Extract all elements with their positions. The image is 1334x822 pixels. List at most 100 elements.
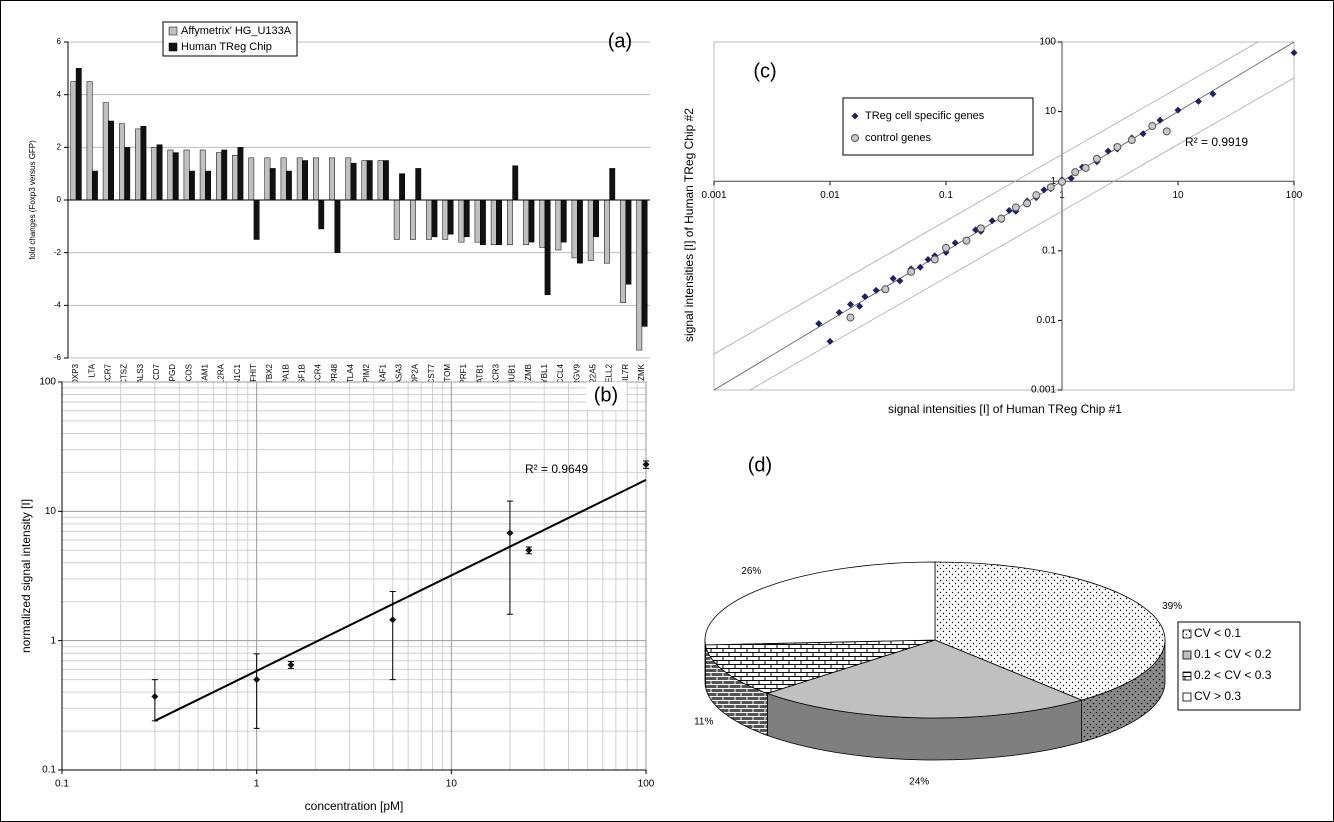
legend-label: TReg cell specific genes xyxy=(865,110,985,122)
bar xyxy=(318,199,325,230)
bar xyxy=(609,168,616,201)
panel-label: (d) xyxy=(748,454,772,476)
bar xyxy=(183,149,190,201)
point xyxy=(1194,97,1202,105)
bar xyxy=(506,199,513,246)
point xyxy=(815,320,823,328)
x-tick-label: IL2RA xyxy=(217,363,226,386)
bar xyxy=(431,199,438,238)
x-tick-label: 1 xyxy=(254,779,260,790)
bar xyxy=(544,199,551,296)
point xyxy=(1046,183,1055,192)
point xyxy=(389,616,397,624)
bar xyxy=(312,157,319,201)
x-tick-label: CTLA4 xyxy=(346,363,355,388)
x-tick-label: ICOS xyxy=(184,364,193,384)
bar xyxy=(70,81,77,201)
bar xyxy=(167,149,174,201)
x-tick-label: 100 xyxy=(1286,190,1303,201)
legend-label: 0.1 < CV < 0.2 xyxy=(1194,647,1272,661)
bar xyxy=(393,199,400,240)
point xyxy=(506,529,514,537)
point xyxy=(1290,49,1298,57)
x-tick-label: PIM2 xyxy=(362,363,371,382)
legend-label: control genes xyxy=(865,132,932,144)
bar xyxy=(269,168,276,201)
point xyxy=(942,243,950,252)
bar xyxy=(474,199,481,243)
x-tick-label: 0.001 xyxy=(701,190,726,201)
y-tick-label: 0.001 xyxy=(1031,385,1056,396)
legend-label: CV > 0.3 xyxy=(1194,689,1241,703)
bar xyxy=(215,152,222,201)
legend-box xyxy=(1177,621,1301,711)
legend-swatch xyxy=(168,42,178,52)
x-tick-label: TBX2 xyxy=(265,363,274,384)
bar xyxy=(264,157,271,201)
x-tick-label: CTSZ xyxy=(120,364,129,385)
point xyxy=(826,337,834,345)
point xyxy=(846,313,855,322)
bar xyxy=(426,199,433,240)
point xyxy=(930,255,939,264)
bar xyxy=(458,199,465,243)
bar xyxy=(280,157,287,201)
diagonal-upper xyxy=(713,41,1259,355)
y-tick-label: 6 xyxy=(57,37,62,46)
point xyxy=(976,224,985,233)
data-label: 24% xyxy=(909,776,929,787)
error-bar xyxy=(253,653,260,729)
bar xyxy=(253,199,260,240)
x-tick-label: TOP2A xyxy=(411,363,420,390)
point xyxy=(916,263,924,271)
y-tick-label: 100 xyxy=(39,377,56,388)
point xyxy=(1011,203,1020,212)
y-tick-label: 1 xyxy=(50,635,56,646)
bar xyxy=(329,157,336,201)
bar xyxy=(539,199,546,248)
x-tick-label: CCL4 xyxy=(556,363,565,384)
legend-marker xyxy=(851,112,859,120)
bar xyxy=(205,170,212,201)
y-tick-label: 10 xyxy=(1045,106,1057,117)
x-tick-label: FOXP3 xyxy=(71,363,80,390)
x-tick-label: IL7R xyxy=(621,364,630,381)
x-axis-title: concentration [pM] xyxy=(305,799,404,813)
bar xyxy=(442,199,449,240)
x-tick-label: LTA xyxy=(87,363,96,377)
fit-line xyxy=(154,479,647,722)
bar xyxy=(480,199,486,246)
y-tick-label: 4 xyxy=(57,90,62,99)
bar xyxy=(399,173,406,201)
bar xyxy=(555,199,562,251)
bar xyxy=(86,81,93,201)
point xyxy=(997,214,1006,223)
bar xyxy=(603,199,610,264)
bar xyxy=(636,199,643,351)
y-tick-label: 0 xyxy=(57,195,62,204)
bar xyxy=(108,120,115,201)
x-tick-label: 0.1 xyxy=(55,779,69,790)
pie-slice xyxy=(704,561,936,646)
point xyxy=(1071,168,1080,177)
point xyxy=(1092,154,1101,163)
point xyxy=(1156,116,1164,124)
y-tick-label: 100 xyxy=(1039,37,1056,48)
bar xyxy=(135,128,141,201)
y-tick-label: 0.1 xyxy=(1042,245,1056,256)
bar xyxy=(366,160,373,201)
x-tick-label: CCR7 xyxy=(104,363,113,385)
x-tick-label: CCR4 xyxy=(314,363,323,385)
bar xyxy=(560,199,567,243)
x-tick-label: CST7 xyxy=(427,363,436,384)
bar xyxy=(172,152,179,201)
point xyxy=(856,302,864,310)
bar xyxy=(296,157,303,201)
bar xyxy=(593,199,600,238)
point xyxy=(253,676,261,684)
point xyxy=(1127,136,1136,145)
bar xyxy=(447,199,454,235)
x-tick-label: SLC22A5 xyxy=(589,363,598,398)
point xyxy=(907,267,916,276)
y-tick-label: 2 xyxy=(57,142,62,151)
